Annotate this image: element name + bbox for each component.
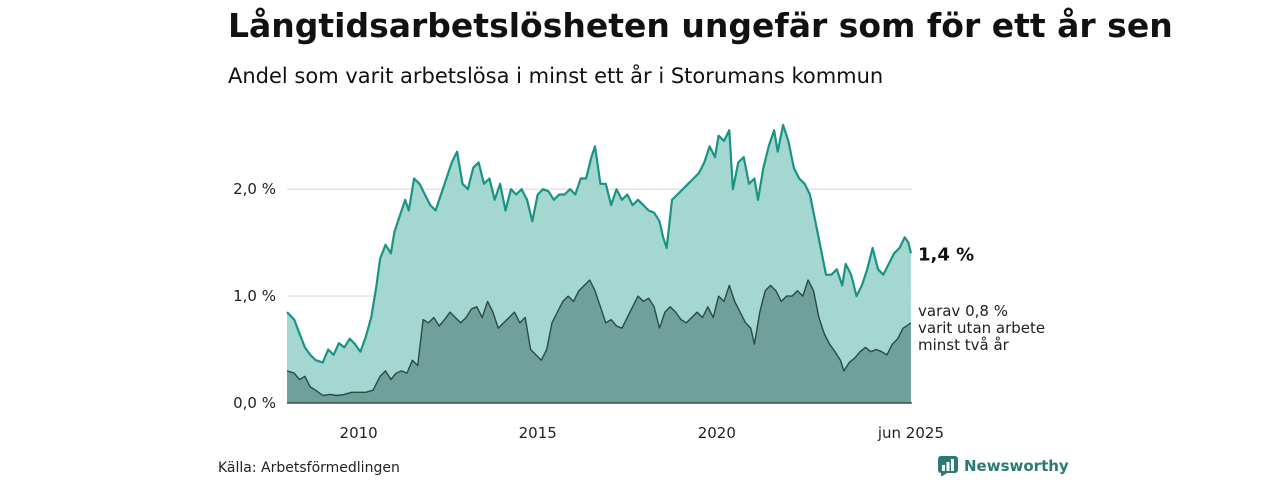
- x-tick-label: 2010: [340, 424, 378, 442]
- x-tick-label: jun 2025: [877, 424, 944, 442]
- page-title: Långtidsarbetslösheten ungefär som för e…: [228, 6, 1173, 45]
- x-tick-label: 2020: [698, 424, 736, 442]
- series-line-main: [286, 123, 912, 364]
- source-note: Källa: Arbetsförmedlingen: [218, 460, 400, 476]
- y-tick-label: 2,0 %: [233, 180, 276, 198]
- area-fill-sub: [287, 280, 911, 403]
- page-subtitle: Andel som varit arbetslösa i minst ett å…: [228, 64, 884, 88]
- x-tick-label: 2015: [519, 424, 557, 442]
- y-tick-label: 0,0 %: [233, 394, 276, 412]
- y-tick-label: 1,0 %: [233, 287, 276, 305]
- series-end-label-sub: varit utan arbete: [918, 319, 1045, 337]
- axes: 0,0 % 1,0 % 2,0 % 2010 2015 2020 jun 2025: [233, 180, 944, 442]
- bar-chart-icon: [938, 456, 958, 476]
- series-line-sub: [286, 279, 912, 397]
- series-end-label-main: 1,4 %: [918, 244, 974, 265]
- brand-name: Newsworthy: [964, 457, 1069, 475]
- series-end-label-sub: minst två år: [918, 336, 1010, 354]
- brand-logo: Newsworthy: [938, 456, 1069, 476]
- area-series: [286, 123, 912, 403]
- series-end-label-sub: varav 0,8 %: [918, 302, 1008, 320]
